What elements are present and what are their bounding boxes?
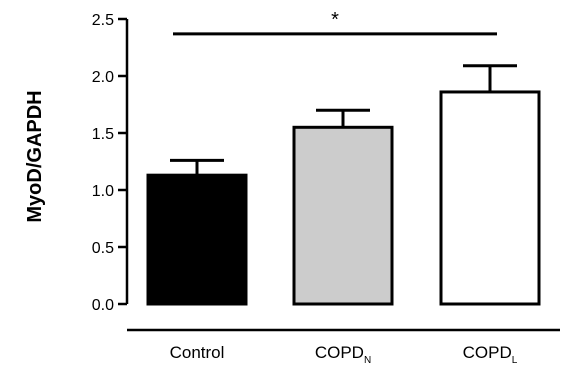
significance-star: * bbox=[331, 9, 339, 31]
y-tick-label: 2.0 bbox=[92, 69, 114, 86]
y-axis: 0.0 0.5 1.0 1.5 2.0 2.5 bbox=[92, 12, 129, 314]
bar-control bbox=[146, 173, 248, 306]
labels: MyoD/GAPDH Control COPDN COPDL bbox=[24, 90, 518, 366]
x-tick-label: COPDL bbox=[463, 343, 518, 366]
annotations: * bbox=[173, 9, 497, 36]
y-tick-label: 1.0 bbox=[92, 183, 114, 200]
x-tick-label: Control bbox=[170, 343, 225, 362]
y-tick-label: 2.5 bbox=[92, 12, 114, 29]
bar-copdn bbox=[292, 125, 394, 306]
error-bars bbox=[170, 64, 517, 176]
y-axis-title: MyoD/GAPDH bbox=[24, 90, 46, 222]
bar-copdl bbox=[439, 90, 541, 306]
y-tick-label: 0.5 bbox=[92, 240, 114, 257]
y-tick-label: 0.0 bbox=[92, 297, 114, 314]
x-tick-label: COPDN bbox=[315, 343, 371, 366]
bars bbox=[146, 90, 541, 306]
y-tick-label: 1.5 bbox=[92, 126, 114, 143]
